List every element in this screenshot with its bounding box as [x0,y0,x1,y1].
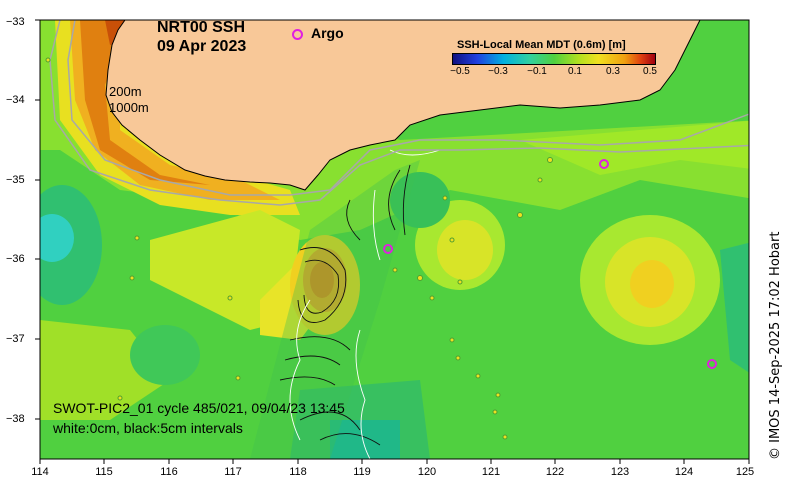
x-tick-label: 117 [224,466,242,478]
depth-label-1000m: 1000m [109,100,149,115]
colorbar-tick: 0.1 [568,66,582,77]
y-tick-label: −36 [6,253,25,265]
cold-eddy-west-core [40,214,74,262]
argo-float [707,359,717,369]
argo-legend-marker [292,29,303,40]
y-tick-label: −38 [6,413,25,425]
x-tick-label: 123 [610,466,630,478]
y-tick-label: −35 [6,174,25,186]
colorbar-title: SSH-Local Mean MDT (0.6m) [m] [457,39,626,51]
imos-credit: © IMOS 14-Sep-2025 17:02 Hobart [768,231,783,460]
ssh-east-anomaly [520,120,749,175]
y-tick-label: −37 [6,333,25,345]
argo-floats [383,159,717,369]
x-tick-label: 118 [289,466,307,478]
colorbar-tick: −0.3 [488,66,508,77]
plot-frame [39,19,750,460]
depth-label-200m: 200m [109,84,142,99]
y-tick-label: −33 [6,16,25,28]
x-tick-label: 124 [674,466,694,478]
colorbar-tick: −0.1 [527,66,547,77]
colorbar [452,53,656,65]
x-tick-label: 116 [160,466,178,478]
argo-float [383,244,393,254]
x-tick-label: 114 [31,466,49,478]
colorbar-tick: 0.5 [643,66,657,77]
x-tick-label: 121 [481,466,501,478]
isobaths [49,20,749,206]
swot-contour-legend: white:0cm, black:5cm intervals [53,420,243,436]
argo-legend-label: Argo [311,25,344,41]
x-tick-label: 120 [417,466,437,478]
x-tick-label: 119 [353,466,371,478]
swot-pass-label: SWOT-PIC2_01 cycle 485/021, 09/04/23 13:… [53,400,345,416]
observation-dots [45,57,553,440]
swot-contours-black [279,164,411,446]
swot-contours-white [289,149,441,459]
x-tick-label: 125 [735,466,755,478]
x-tick-label: 122 [545,466,565,478]
map-title-date: 09 Apr 2023 [157,38,247,55]
colorbar-tick: 0.3 [606,66,620,77]
y-tick-label: −34 [6,94,25,106]
colorbar-tick: −0.5 [450,66,470,77]
map-title-product: NRT00 SSH [157,19,246,36]
argo-float [599,159,609,169]
x-tick-label: 115 [95,466,113,478]
